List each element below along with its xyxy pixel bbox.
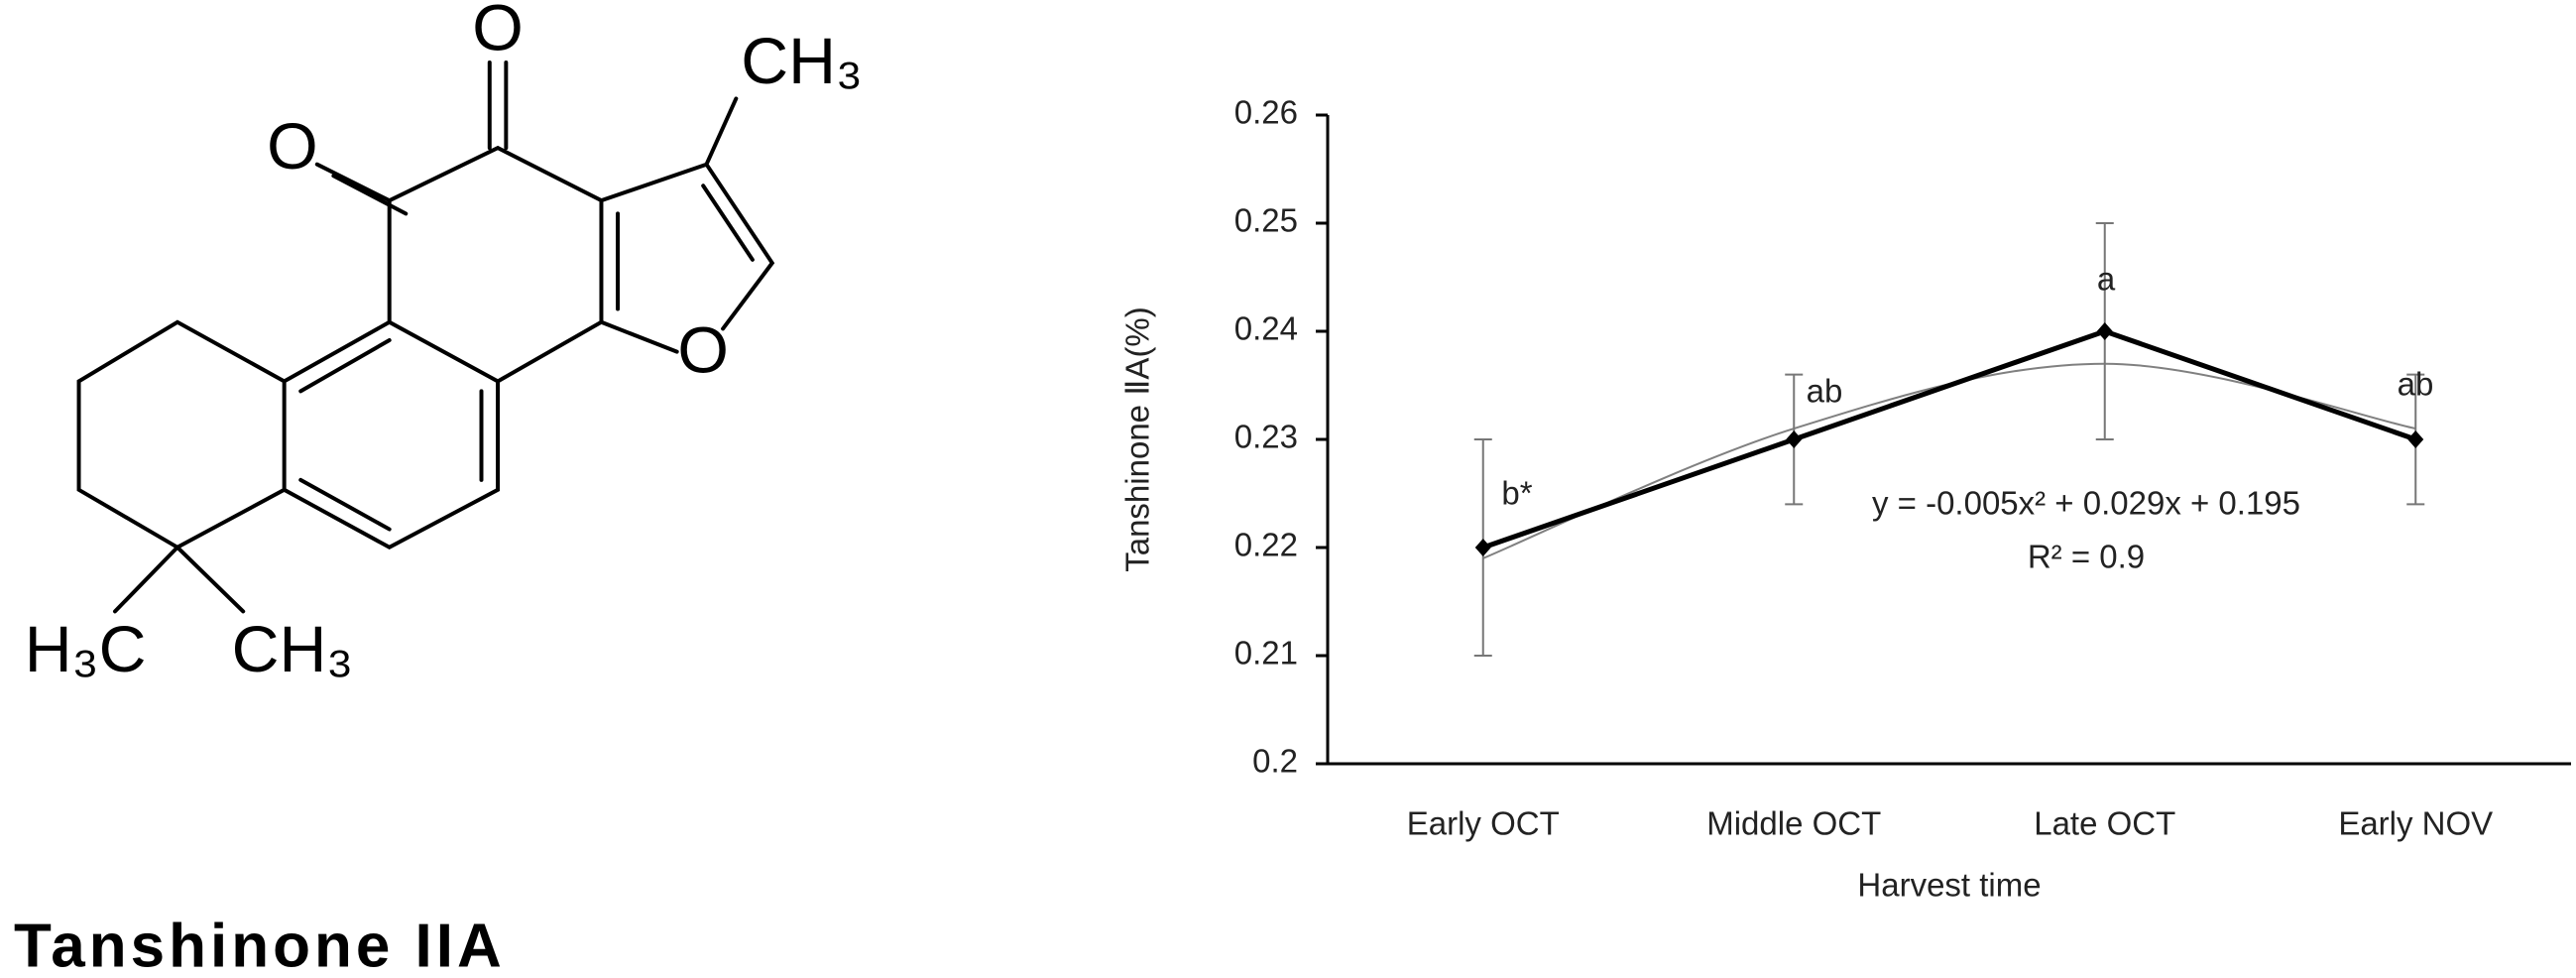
data-point — [1474, 539, 1491, 556]
atom-label: CH₃ — [741, 25, 863, 98]
atom-label: CH₃ — [232, 613, 354, 686]
significance-letter: ab — [1807, 373, 1843, 410]
y-tick-label: 0.24 — [1234, 310, 1298, 347]
significance-letter: ab — [2398, 366, 2434, 403]
data-point — [2096, 322, 2113, 340]
atom-label: H₃C — [25, 613, 147, 686]
significance-letter: b* — [1501, 475, 1532, 512]
y-tick-label: 0.22 — [1234, 527, 1298, 563]
x-tick-label: Early NOV — [2338, 805, 2493, 842]
atom-label: O — [267, 110, 318, 183]
atom-label: O — [472, 0, 524, 65]
x-tick-label: Middle OCT — [1706, 805, 1881, 842]
atom-label: O — [677, 313, 729, 387]
equation: y = -0.005x² + 0.029x + 0.195 — [1872, 485, 2300, 522]
y-tick-label: 0.26 — [1234, 94, 1298, 131]
structure: O O CH₃ O H₃C CH₃ — [25, 0, 863, 686]
chart: Tanshinone ⅡA(%) Harvest time y = -0.005… — [1119, 94, 2571, 904]
significance-letter: a — [2097, 261, 2116, 298]
bonds — [76, 60, 775, 614]
x-tick-label: Late OCT — [2034, 805, 2175, 842]
y-tick-label: 0.2 — [1252, 743, 1298, 780]
data-point — [1786, 430, 1803, 448]
data-point — [2407, 430, 2424, 448]
r-squared: R² = 0.9 — [2028, 539, 2145, 575]
x-axis-title: Harvest time — [1857, 867, 2041, 904]
y-tick-label: 0.25 — [1234, 202, 1298, 239]
y-tick-label: 0.21 — [1234, 635, 1298, 672]
y-axis-title: Tanshinone ⅡA(%) — [1119, 306, 1156, 572]
compound-name: Tanshinone IIA — [14, 912, 506, 978]
data-line — [1481, 328, 2417, 550]
y-tick-label: 0.23 — [1234, 419, 1298, 455]
x-tick-label: Early OCT — [1407, 805, 1560, 842]
